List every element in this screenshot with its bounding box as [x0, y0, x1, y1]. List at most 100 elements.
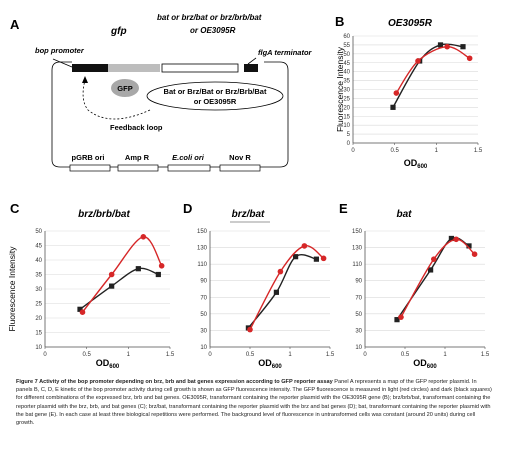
terminator-block: [244, 64, 258, 72]
panel-a-letter: A: [10, 17, 20, 32]
x-tick-label: 1: [127, 352, 131, 358]
chart-title: brz/brb/bat: [78, 209, 130, 220]
data-point-square: [390, 104, 396, 110]
y-tick-label: 30: [343, 88, 350, 94]
feedback-arrow: [82, 79, 151, 120]
y-tick-label: 90: [355, 279, 362, 285]
panel-letter: B: [335, 14, 344, 29]
x-tick-label: 1.5: [481, 352, 490, 358]
x-tick-label: 0: [363, 352, 367, 358]
y-tick-label: 10: [200, 345, 207, 351]
data-point-square: [293, 254, 299, 260]
panel-letter: C: [10, 201, 20, 216]
plasmid-elements: pGRB ori Amp R E.coli ori Nov R: [69, 153, 261, 172]
data-point-circle: [301, 243, 308, 249]
y-tick-label: 130: [352, 246, 363, 252]
y-tick-label: 30: [355, 328, 362, 334]
data-point-square: [313, 256, 319, 262]
panel-a: A gfp bat or brz/bat or brz/brb/bat or O…: [10, 13, 313, 172]
series-line: [395, 45, 471, 94]
data-point-circle: [471, 251, 478, 257]
y-tick-label: 40: [343, 70, 350, 76]
data-point-circle: [108, 271, 115, 278]
y-tick-label: 35: [343, 79, 350, 85]
y-tick-label: 90: [200, 279, 207, 285]
x-tick-label: 1.5: [474, 148, 483, 154]
feedback-arrowhead: [82, 76, 88, 83]
series-line: [392, 43, 464, 108]
series-line: [396, 236, 470, 321]
series-line: [400, 238, 476, 318]
x-tick-label: 0.5: [82, 352, 91, 358]
data-point-square: [135, 266, 141, 272]
feedback-label: Feedback loop: [110, 123, 163, 132]
data-point-circle: [140, 234, 147, 240]
element-label: E.coli ori: [172, 153, 205, 162]
data-point-square: [437, 42, 444, 48]
panel-letter: E: [339, 201, 348, 216]
data-point-circle: [415, 58, 421, 64]
series-line: [81, 236, 163, 313]
y-tick-label: 45: [35, 244, 42, 250]
insert-label-2: or OE3095R: [190, 26, 236, 35]
data-point-circle: [79, 309, 86, 316]
x-tick-label: 0: [43, 352, 47, 358]
y-tick-label: 25: [343, 96, 350, 102]
y-axis-label: Fluorescence Intensity: [335, 46, 345, 132]
data-point-square: [428, 267, 434, 273]
data-point-square: [448, 235, 454, 242]
gfp-gene-block: [108, 64, 160, 72]
y-tick-label: 25: [35, 302, 42, 308]
element-label: Amp R: [125, 153, 150, 162]
y-axis-label: Fluorescence Intensity: [7, 246, 17, 332]
y-tick-label: 10: [35, 345, 42, 351]
data-point-square: [77, 306, 83, 312]
x-tick-label: 1.5: [326, 352, 335, 358]
y-tick-label: 130: [197, 246, 208, 252]
data-point-circle: [444, 43, 450, 50]
oval-line-2: or OE3095R: [194, 97, 237, 106]
series-line: [247, 253, 317, 329]
y-tick-label: 50: [35, 229, 42, 235]
y-tick-label: 0: [347, 141, 351, 147]
element-box: [69, 164, 111, 172]
data-point-circle: [247, 326, 253, 333]
x-tick-label: 0.5: [401, 352, 410, 358]
chart-panel-b: B OE3095R 0 5 10 15 20 25 30 35 40 45 50 55 60 0 0.5 1 1.5…: [335, 14, 483, 170]
y-tick-label: 150: [197, 229, 208, 235]
y-tick-label: 150: [352, 229, 363, 235]
regulator-oval: [146, 81, 284, 111]
y-tick-label: 60: [343, 34, 350, 40]
y-tick-label: 35: [35, 273, 42, 279]
x-tick-label: 1: [443, 352, 447, 358]
chart-title: bat: [397, 209, 413, 220]
data-point-square: [394, 317, 400, 323]
data-point-square: [466, 243, 472, 249]
y-tick-label: 5: [347, 132, 351, 138]
data-point-circle: [453, 236, 460, 243]
plasmid-backbone: [51, 61, 289, 168]
data-point-square: [460, 44, 466, 50]
caption-title: Figure 7 Activity of the bop promoter de…: [16, 379, 333, 385]
data-point-circle: [431, 256, 437, 262]
data-point-circle: [398, 314, 404, 320]
element-label: Nov R: [229, 153, 251, 162]
y-tick-label: 55: [343, 43, 350, 49]
chart-title: OE3095R: [388, 18, 433, 29]
insert-label-1: bat or brz/bat or brz/brb/bat: [157, 13, 262, 22]
x-tick-label: 1: [435, 148, 439, 154]
gfp-label: gfp: [110, 26, 127, 37]
x-tick-label: 0: [208, 352, 212, 358]
element-box: [167, 164, 211, 172]
x-axis-label: OD600: [404, 158, 428, 170]
bop-promoter-block: [72, 64, 108, 72]
y-tick-label: 10: [343, 123, 350, 129]
caption-body: Panel A represents a map of the GFP repo…: [16, 379, 492, 427]
chart-title: brz/bat: [232, 209, 265, 220]
gfp-blob: [111, 79, 139, 97]
y-tick-label: 30: [200, 328, 207, 334]
data-point-square: [109, 283, 115, 289]
y-tick-label: 15: [35, 331, 42, 337]
